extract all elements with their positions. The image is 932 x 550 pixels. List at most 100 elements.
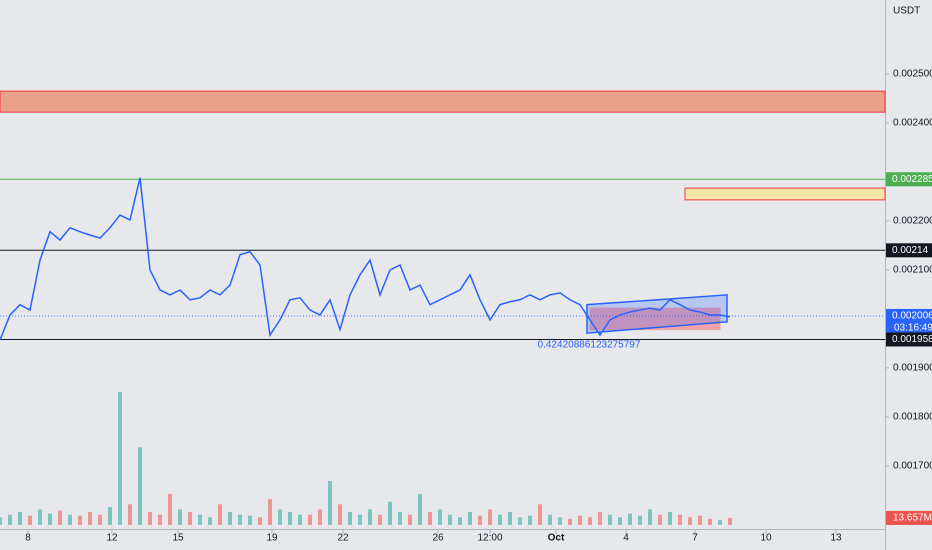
volume-bar bbox=[128, 504, 132, 525]
x-tick-label: 12:00 bbox=[477, 533, 502, 544]
volume-bar bbox=[178, 509, 182, 525]
volume-bar bbox=[468, 512, 472, 525]
volume-bar bbox=[498, 514, 502, 525]
x-tick-label: 13 bbox=[830, 533, 842, 544]
volume-bar bbox=[78, 515, 82, 525]
y-tick-label: 0.001800 bbox=[893, 411, 932, 422]
volume-bar bbox=[388, 501, 392, 525]
volume-bar bbox=[258, 517, 262, 525]
price-label-bg bbox=[886, 308, 932, 335]
volume-bar bbox=[728, 517, 732, 525]
countdown: 03:16:49 bbox=[894, 323, 932, 334]
volume-bar bbox=[238, 514, 242, 525]
volume-bar bbox=[698, 515, 702, 525]
price-label: 0.002006 bbox=[892, 311, 932, 322]
volume-bar bbox=[428, 512, 432, 525]
volume-bar bbox=[648, 509, 652, 525]
y-tick-label: 0.001900 bbox=[893, 363, 932, 374]
volume-bar bbox=[658, 514, 662, 525]
volume-bar bbox=[138, 447, 142, 525]
volume-bar bbox=[98, 514, 102, 525]
volume-bar bbox=[68, 514, 72, 525]
volume-bar bbox=[558, 517, 562, 525]
volume-bar bbox=[578, 515, 582, 525]
x-tick-label: 19 bbox=[266, 533, 278, 544]
volume-bar bbox=[168, 493, 172, 525]
channel bbox=[586, 294, 728, 334]
volume-bar bbox=[248, 515, 252, 525]
x-tick-label: 22 bbox=[337, 533, 349, 544]
volume-bar bbox=[318, 509, 322, 525]
x-tick-label: 26 bbox=[432, 533, 444, 544]
volume-bar bbox=[188, 512, 192, 525]
price-label-bg bbox=[886, 172, 932, 187]
price-line bbox=[0, 177, 731, 341]
volume-bar bbox=[528, 515, 532, 525]
volume-bar bbox=[358, 514, 362, 525]
price-label-bg bbox=[886, 332, 932, 347]
volume-bar bbox=[708, 518, 712, 525]
volume-bar bbox=[148, 512, 152, 525]
volume-bar bbox=[368, 509, 372, 525]
volume-bar bbox=[608, 514, 612, 525]
zone bbox=[684, 187, 886, 201]
volume-bar bbox=[218, 504, 222, 525]
volume-bar bbox=[198, 514, 202, 525]
volume-bar bbox=[58, 510, 62, 525]
volume-bar bbox=[328, 481, 332, 525]
volume-bar bbox=[8, 514, 12, 525]
volume-bar bbox=[588, 517, 592, 525]
volume-label: 13.657M bbox=[893, 513, 932, 524]
volume-bar bbox=[38, 509, 42, 525]
x-tick-label: 10 bbox=[760, 533, 772, 544]
volume-bar bbox=[508, 512, 512, 525]
volume-bar bbox=[278, 509, 282, 525]
volume-bar bbox=[418, 493, 422, 525]
volume-bar bbox=[288, 512, 292, 525]
volume-bar bbox=[518, 517, 522, 525]
volume-bar bbox=[638, 515, 642, 525]
volume-bar bbox=[308, 514, 312, 525]
y-tick-label: 0.002400 bbox=[893, 118, 932, 129]
volume-bar bbox=[618, 517, 622, 525]
volume-bar bbox=[668, 512, 672, 525]
volume-label-bg bbox=[886, 510, 932, 525]
volume-bar bbox=[378, 514, 382, 525]
volume-bar bbox=[548, 514, 552, 525]
volume-bar bbox=[338, 504, 342, 525]
volume-bar bbox=[268, 499, 272, 525]
volume-bar bbox=[718, 519, 722, 525]
volume-bar bbox=[488, 509, 492, 525]
volume-bar bbox=[208, 517, 212, 525]
volume-bar bbox=[628, 513, 632, 525]
volume-bar bbox=[298, 514, 302, 525]
volume-bar bbox=[48, 513, 52, 525]
price-label: 0.002285 bbox=[892, 174, 932, 185]
price-label: 0.001958 bbox=[892, 334, 932, 345]
volume-bar bbox=[88, 512, 92, 525]
volume-bar bbox=[598, 512, 602, 525]
volume-bar bbox=[28, 515, 32, 525]
x-tick-label: Oct bbox=[548, 533, 565, 544]
volume-bar bbox=[118, 391, 122, 525]
annotation: 0.42420886123275797 bbox=[538, 340, 641, 351]
volume-bar bbox=[108, 506, 112, 525]
x-tick-label: 15 bbox=[172, 533, 184, 544]
volume-bar bbox=[688, 517, 692, 525]
volume-bar bbox=[228, 512, 232, 525]
volume-bar bbox=[398, 512, 402, 525]
y-tick-label: 0.002500 bbox=[893, 69, 932, 80]
volume-bar bbox=[478, 515, 482, 525]
price-label-bg bbox=[886, 243, 932, 258]
volume-bar bbox=[568, 518, 572, 525]
zone bbox=[0, 90, 886, 113]
volume-bar bbox=[348, 512, 352, 525]
volume-bar bbox=[448, 514, 452, 525]
y-tick-label: 0.002200 bbox=[893, 216, 932, 227]
volume-bar bbox=[18, 512, 22, 525]
volume-bar bbox=[408, 514, 412, 525]
volume-bar bbox=[458, 517, 462, 525]
y-tick-label: 0.001700 bbox=[893, 460, 932, 471]
y-tick-label: 0.002100 bbox=[893, 265, 932, 276]
